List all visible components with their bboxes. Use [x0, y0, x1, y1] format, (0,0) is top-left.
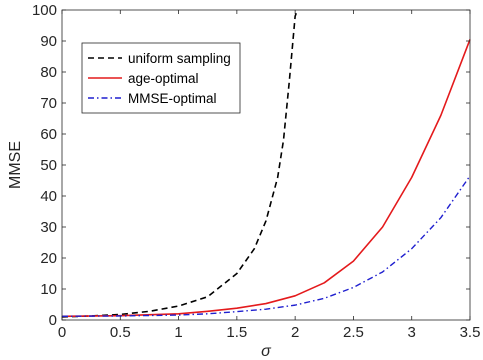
legend: uniform sampling age-optimal MMSE-optima…	[81, 42, 241, 114]
y-tick-label: 100	[32, 2, 57, 19]
y-tick-label: 60	[40, 126, 57, 143]
x-axis-label: σ	[261, 343, 272, 360]
y-tick-label: 40	[40, 188, 57, 205]
y-tick-label: 20	[40, 250, 57, 267]
y-tick-label: 90	[40, 33, 57, 50]
series-line-age-optimal	[61, 39, 471, 318]
y-axis-label: MMSE	[7, 141, 24, 189]
y-tick-label: 50	[40, 157, 57, 174]
legend-label-age-optimal: age-optimal	[128, 71, 199, 86]
x-tick-label: 1.5	[226, 324, 247, 341]
ticks-layer: 0 0.5 1 1.5 2 2.5 3 3.5 0 10 20 30 40 50 60 70 80 90 100	[32, 2, 480, 341]
legend-label-mmse-optimal: MMSE-optimal	[128, 91, 217, 106]
y-tick-label: 30	[40, 219, 57, 236]
x-tick-label: 0.5	[110, 324, 131, 341]
x-tick-label: 2.5	[343, 324, 364, 341]
y-tick-label: 0	[49, 312, 57, 329]
y-tick-label: 80	[40, 64, 57, 81]
x-tick-label: 2	[291, 324, 299, 341]
series-line-uniform-sampling	[61, 9, 299, 318]
y-tick-label: 70	[40, 95, 57, 112]
x-tick-label: 3	[408, 324, 416, 341]
x-tick-label: 0	[58, 324, 66, 341]
x-tick-label: 3.5	[460, 324, 481, 341]
series-line-mmse-optimal	[61, 175, 471, 317]
legend-label-uniform-sampling: uniform sampling	[128, 51, 231, 66]
y-tick-label: 10	[40, 281, 57, 298]
x-tick-label: 1	[174, 324, 182, 341]
series-layer	[61, 9, 471, 318]
